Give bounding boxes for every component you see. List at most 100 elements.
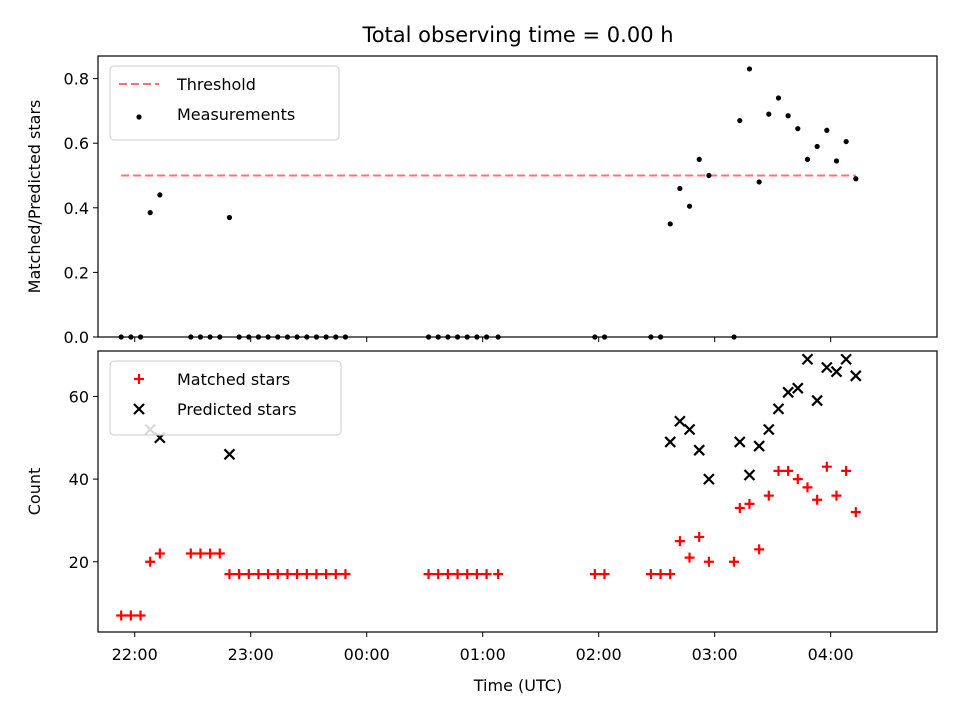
y-tick-label: 60 [69,387,89,406]
legend-label: Threshold [176,75,256,94]
matched-star-point [763,490,774,501]
measurement-point [843,138,849,145]
predicted-star-point [703,473,715,485]
measurement-point [853,176,859,182]
x-tick-label: 04:00 [808,645,854,664]
legend-matched-swatch [134,374,144,384]
series-predicted-stars [144,353,862,485]
x-tick-label: 03:00 [692,645,738,664]
bottom-panel: 22:00 23:00 00:00 01:00 02:00 03:00 04:00 20 40 6… [25,350,938,664]
measurement-point [147,210,153,216]
matched-star-point [263,569,274,580]
matched-star-point [773,465,784,476]
matched-star-point [831,490,842,501]
matched-star-point [462,569,473,580]
matched-star-point [311,569,322,580]
matched-star-point [145,556,156,567]
matched-star-point [253,569,264,580]
legend: Threshold Measurements [109,65,340,141]
legend-label: Matched stars [177,370,290,389]
matched-star-point [243,569,254,580]
matched-star-point [599,569,610,580]
matched-star-point [301,569,312,580]
measurement-point [667,221,673,227]
predicted-star-point [743,469,756,481]
matched-star-point [493,569,504,580]
matched-star-point [589,569,600,580]
matched-star-point [452,569,463,580]
measurement-point [746,66,753,72]
measurement-point [775,95,782,101]
predicted-star-point [763,423,775,436]
predicted-star-point [683,423,696,436]
matched-star-point [850,507,861,518]
x-tick-label: 23:00 [228,645,274,664]
matched-star-point [125,610,136,621]
matched-star-point [684,552,695,563]
matched-star-point [792,474,803,485]
top-panel: 0.0 0.2 0.4 0.6 0.8 Matched/Predicted stars Th… [25,55,938,347]
legend-measurement-swatch [136,114,142,120]
matched-star-point [783,465,794,476]
predicted-star-point [734,436,746,448]
matched-star-point [729,556,740,567]
predicted-star-point [674,415,686,428]
measurement-point [785,113,791,119]
measurement-point [756,179,762,185]
matched-star-point [214,548,225,559]
measurement-point [677,185,683,192]
matched-star-point [802,482,813,493]
matched-star-point [674,536,685,547]
measurement-point [686,203,693,209]
matched-star-point [655,569,666,580]
matched-star-point [481,569,492,580]
y-tick-label: 0.0 [64,328,89,347]
y-tick-label: 0.6 [64,134,89,153]
measurement-point [814,143,820,150]
matched-star-point [154,548,165,559]
series-matched-stars [116,461,861,621]
legend-label: Predicted stars [177,400,297,419]
matched-star-point [330,569,341,580]
predicted-star-point [792,382,804,394]
matched-star-point [185,548,196,559]
matched-star-point [292,569,303,580]
matched-star-point [744,498,755,509]
matched-star-point [442,569,453,580]
plot-area [116,353,862,621]
matched-star-point [665,569,676,580]
legend-predicted-swatch [133,403,145,415]
y-tick-label: 0.4 [64,199,89,218]
matched-star-point [423,569,434,580]
matched-star-point [841,465,852,476]
matched-star-point [703,556,714,567]
matched-star-point [272,569,283,580]
x-tick-label: 02:00 [576,645,622,664]
matched-star-point [195,548,206,559]
predicted-star-point [693,444,705,456]
matched-star-point [734,503,745,514]
axes-frame [97,55,938,338]
chart-title: Total observing time = 0.00 h [361,23,673,47]
measurement-point [737,117,743,124]
x-tick-label: 00:00 [344,645,390,664]
y-tick-label: 40 [69,470,89,489]
y-axis-label: Matched/Predicted stars [25,100,44,294]
measurement-point [766,111,772,117]
y-tick-label: 0.2 [64,263,89,282]
matched-star-point [224,569,235,580]
predicted-star-point [811,394,823,407]
predicted-star-point [223,448,236,461]
measurement-point [226,214,233,221]
legend-label: Measurements [177,105,295,124]
predicted-star-point [772,403,785,415]
measurement-point [824,127,830,133]
matched-star-point [135,610,146,621]
measurement-point [833,158,840,164]
y-tick-label: 20 [69,553,89,572]
matched-star-point [340,569,351,580]
matched-star-point [821,461,832,472]
matched-star-point [116,610,127,621]
measurement-point [157,192,163,198]
predicted-star-point [830,365,843,378]
